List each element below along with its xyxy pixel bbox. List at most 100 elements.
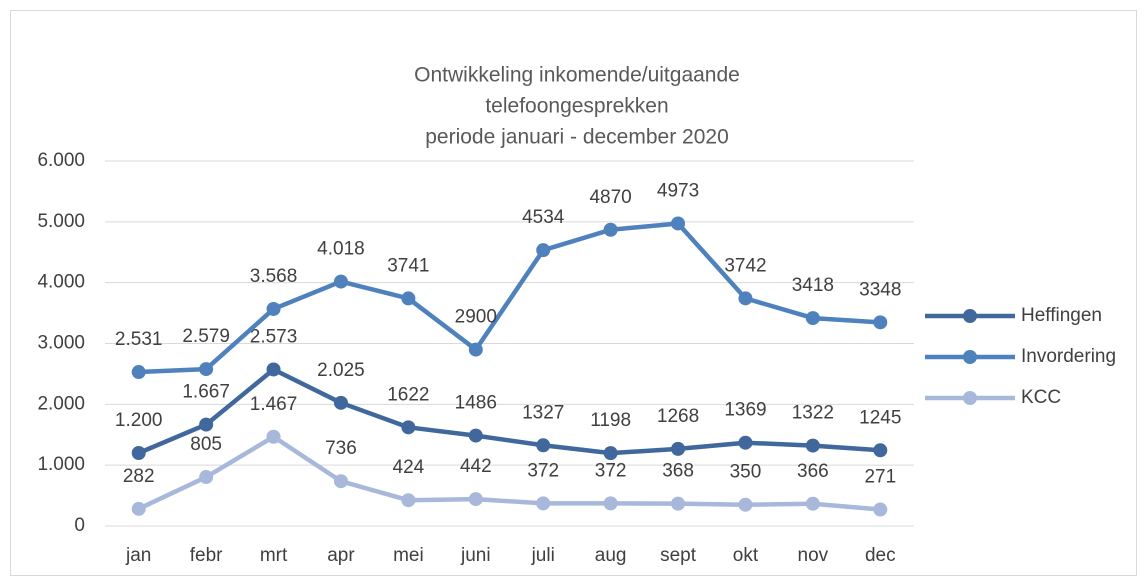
y-tick-label: 3.000 — [37, 333, 85, 354]
point — [603, 446, 618, 461]
x-tick-label: dec — [865, 545, 896, 566]
data-label: 271 — [864, 467, 896, 488]
point — [603, 222, 618, 237]
series-line — [137, 434, 881, 512]
point — [671, 441, 686, 456]
y-tick-label: 4.000 — [37, 272, 85, 293]
data-label: 3.568 — [250, 266, 298, 287]
point — [199, 362, 214, 377]
data-label: 2900 — [455, 307, 497, 328]
point — [805, 496, 820, 511]
x-tick-label: apr — [327, 545, 355, 566]
point — [401, 420, 416, 435]
x-tick-label: juli — [531, 545, 555, 566]
point — [738, 497, 753, 512]
point — [671, 216, 686, 231]
y-tick-label: 5.000 — [37, 211, 85, 232]
data-label: 366 — [797, 461, 829, 482]
data-label: 368 — [662, 461, 694, 482]
point — [266, 301, 281, 316]
point — [266, 362, 281, 377]
data-label: 442 — [460, 456, 492, 477]
data-label: 3348 — [859, 279, 901, 300]
data-label: 3418 — [792, 275, 834, 296]
data-label: 4534 — [522, 207, 565, 228]
x-tick-label: mei — [393, 545, 424, 566]
point — [536, 438, 551, 453]
x-tick-label: febr — [190, 545, 223, 566]
point — [199, 417, 214, 432]
point — [738, 435, 753, 450]
point — [468, 428, 483, 443]
point — [401, 291, 416, 306]
legend-marker — [963, 391, 977, 405]
y-tick-label: 2.000 — [37, 393, 85, 414]
data-label: 1245 — [859, 407, 901, 428]
x-tick-label: jan — [125, 545, 151, 566]
data-label: 372 — [527, 460, 559, 481]
data-label: 350 — [730, 462, 762, 483]
series-line — [137, 367, 881, 456]
point — [603, 496, 618, 511]
point — [536, 496, 551, 511]
y-tick-label: 1.000 — [37, 454, 85, 475]
point — [333, 474, 348, 489]
data-label: 1268 — [657, 406, 699, 427]
point — [333, 274, 348, 289]
data-label: 2.025 — [317, 360, 365, 381]
point — [131, 501, 146, 516]
data-label: 1327 — [522, 402, 564, 423]
point — [266, 429, 281, 444]
point — [333, 395, 348, 410]
legend-label: KCC — [1021, 387, 1061, 408]
data-label: 372 — [595, 460, 627, 481]
data-label: 1.467 — [250, 394, 298, 415]
point — [468, 342, 483, 357]
data-label: 4973 — [657, 180, 699, 201]
data-label: 424 — [393, 457, 425, 478]
point — [468, 492, 483, 507]
data-label: 1486 — [455, 393, 497, 414]
data-label: 805 — [190, 434, 222, 455]
point — [131, 446, 146, 460]
legend-marker — [963, 309, 977, 323]
data-label: 1198 — [590, 410, 631, 431]
point — [401, 493, 416, 508]
data-label: 1322 — [792, 403, 834, 424]
data-label: 3742 — [724, 255, 766, 276]
y-tick-label: 0 — [74, 515, 85, 536]
data-label: 1622 — [387, 384, 429, 405]
x-tick-label: okt — [733, 545, 759, 566]
chart-title: Ontwikkeling inkomende/uitgaande — [414, 64, 740, 87]
point — [805, 311, 820, 326]
data-label: 1.667 — [182, 382, 230, 403]
data-label: 4.018 — [317, 239, 365, 260]
data-label: 2.531 — [115, 329, 163, 350]
chart-title: periode januari - december 2020 — [425, 126, 729, 149]
data-label: 1.200 — [115, 410, 163, 431]
legend-label: Invordering — [1021, 346, 1116, 367]
x-tick-label: mrt — [260, 545, 288, 566]
point — [738, 291, 753, 306]
x-tick-label: nov — [798, 545, 829, 566]
data-label: 1369 — [724, 400, 766, 421]
legend-label: Heffingen — [1021, 305, 1102, 326]
legend-marker — [963, 350, 977, 364]
data-label: 282 — [123, 466, 155, 487]
data-label: 4870 — [589, 187, 631, 208]
point — [873, 502, 888, 517]
point — [671, 496, 686, 511]
x-tick-label: sept — [660, 545, 697, 566]
data-label: 2.573 — [250, 326, 298, 347]
point — [131, 365, 146, 380]
point — [199, 470, 214, 485]
x-tick-label: juni — [460, 545, 491, 566]
chart-title: telefoongesprekken — [485, 95, 668, 118]
series-line — [138, 221, 881, 375]
point — [805, 438, 820, 453]
data-label: 736 — [325, 438, 357, 459]
y-tick-label: 6.000 — [37, 150, 85, 171]
data-label: 3741 — [387, 255, 429, 276]
point — [873, 443, 888, 458]
